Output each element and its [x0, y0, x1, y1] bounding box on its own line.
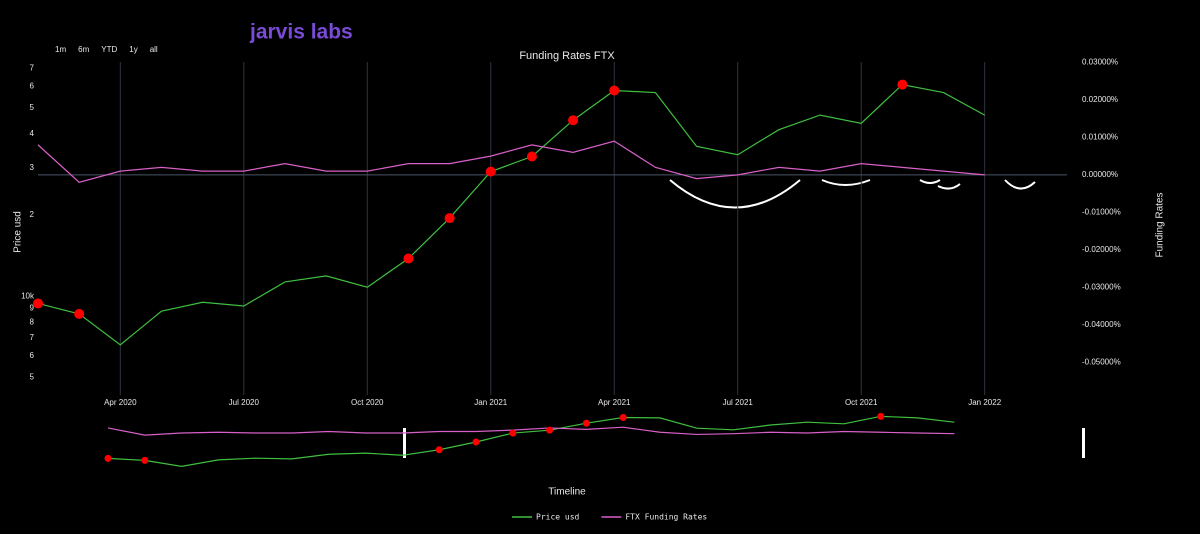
- y2-tick-label: 0.00000%: [1082, 170, 1118, 179]
- marker: [141, 456, 149, 464]
- x-tick-label: Apr 2020: [104, 398, 137, 407]
- range-button[interactable]: 1m: [55, 45, 66, 54]
- y2-axis-title: Funding Rates: [1155, 192, 1166, 257]
- arc: [821, 179, 871, 186]
- y-axis-title: Price usd: [13, 211, 24, 253]
- arc: [919, 179, 941, 184]
- marker: [104, 454, 112, 462]
- slider-handle[interactable]: [403, 428, 406, 458]
- y2-tick-label: -0.05000%: [1082, 357, 1121, 366]
- marker: [403, 253, 414, 264]
- y-tick-label: 6: [30, 82, 35, 91]
- x-tick-label: Oct 2020: [351, 398, 384, 407]
- line: [37, 140, 985, 184]
- y2-tick-label: -0.02000%: [1082, 245, 1121, 254]
- y-tick-label: 5: [30, 103, 35, 112]
- y2-tick-label: 0.01000%: [1082, 132, 1118, 141]
- marker: [526, 151, 537, 162]
- y-tick-label: 10k: [21, 291, 35, 300]
- annotations: [669, 179, 1036, 209]
- marker: [444, 213, 455, 224]
- x-tick-label: Jan 2021: [474, 398, 507, 407]
- chart-title: Funding Rates FTX: [519, 50, 615, 62]
- range-button[interactable]: 6m: [78, 45, 89, 54]
- y-tick-label: 8: [30, 317, 35, 326]
- x-tick-label: Jan 2022: [968, 398, 1001, 407]
- mini-line: [107, 426, 955, 436]
- marker: [897, 79, 908, 90]
- marker: [74, 308, 85, 319]
- range-button[interactable]: YTD: [101, 45, 117, 54]
- marker: [568, 115, 579, 126]
- y-tick-label: 7: [30, 64, 35, 73]
- slider-handle[interactable]: [1082, 428, 1085, 458]
- y2-tick-label: -0.01000%: [1082, 207, 1121, 216]
- marker: [509, 429, 517, 437]
- y-tick-label: 9: [30, 304, 35, 313]
- y-tick-label: 4: [30, 129, 35, 138]
- y-tick-label: 7: [30, 333, 35, 342]
- y2-tick-label: -0.04000%: [1082, 320, 1121, 329]
- y-tick-label: 3: [30, 163, 35, 172]
- range-button[interactable]: all: [150, 45, 158, 54]
- marker: [472, 438, 480, 446]
- marker: [609, 85, 620, 96]
- marker: [619, 413, 627, 421]
- x-tick-label: Jul 2020: [229, 398, 260, 407]
- marker: [546, 426, 554, 434]
- arc: [669, 179, 801, 209]
- x-tick-label: Jul 2021: [723, 398, 754, 407]
- marker: [33, 298, 43, 309]
- arc: [1004, 179, 1036, 190]
- y2-tick-label: 0.02000%: [1082, 95, 1118, 104]
- y-tick-label: 2: [30, 210, 35, 219]
- y-tick-label: 5: [30, 372, 35, 381]
- logo: jarvis labs: [249, 21, 353, 44]
- line: [37, 83, 985, 346]
- y2-tick-label: 0.03000%: [1082, 57, 1118, 66]
- arc: [937, 183, 961, 190]
- marker: [582, 419, 590, 427]
- marker: [877, 412, 885, 420]
- range-button[interactable]: 1y: [129, 45, 137, 54]
- mini-line: [107, 415, 955, 467]
- marker: [435, 446, 443, 454]
- marker: [485, 166, 496, 177]
- y-tick-label: 6: [30, 351, 35, 360]
- y2-tick-label: -0.03000%: [1082, 282, 1121, 291]
- x-axis-title: Timeline: [548, 487, 586, 498]
- legend-label[interactable]: Price usd: [536, 513, 580, 522]
- x-tick-label: Oct 2021: [845, 398, 878, 407]
- x-tick-label: Apr 2021: [598, 398, 631, 407]
- legend-label[interactable]: FTX Funding Rates: [625, 513, 707, 522]
